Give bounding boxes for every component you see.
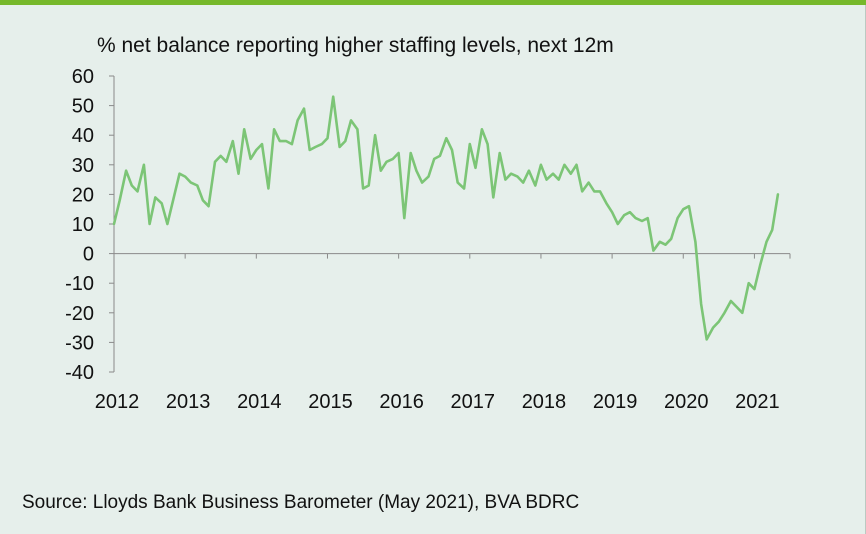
x-tick-label: 2014 — [237, 391, 282, 413]
y-tick-label: 30 — [72, 155, 94, 177]
x-tick-label: 2018 — [522, 391, 567, 413]
y-tick-label: -10 — [65, 273, 94, 295]
y-tick-label: 60 — [72, 66, 94, 88]
x-tick-label: 2012 — [95, 391, 140, 413]
x-tick-label: 2016 — [379, 391, 424, 413]
y-tick-label: -40 — [65, 362, 94, 384]
y-tick-label: -30 — [65, 332, 94, 354]
chart-title: % net balance reporting higher staffing … — [97, 34, 614, 57]
x-tick-label: 2017 — [451, 391, 496, 413]
series-line — [112, 95, 780, 341]
accent-top-bar — [0, 0, 866, 5]
x-tick-label: 2015 — [308, 391, 353, 413]
y-tick-label: -20 — [65, 303, 94, 325]
y-tick-label: 40 — [72, 125, 94, 147]
series-layer — [112, 95, 780, 341]
y-tick-label: 0 — [83, 244, 94, 266]
y-axis-ticks: 60 50 40 30 20 10 0 -10 -20 -30 -40 — [65, 66, 114, 384]
x-axis-ticks: 2012 2013 2014 2015 2016 2017 2018 2019 2020 2021 — [95, 253, 791, 413]
x-tick-label: 2019 — [593, 391, 638, 413]
chart-source: Source: Lloyds Bank Business Barometer (… — [22, 492, 580, 513]
x-tick-label: 2013 — [166, 391, 211, 413]
y-tick-label: 50 — [72, 96, 94, 118]
axes — [113, 76, 790, 372]
y-tick-label: 20 — [72, 184, 94, 206]
x-tick-label: 2020 — [664, 391, 709, 413]
x-tick-label: 2021 — [735, 391, 780, 413]
y-tick-label: 10 — [72, 214, 94, 236]
